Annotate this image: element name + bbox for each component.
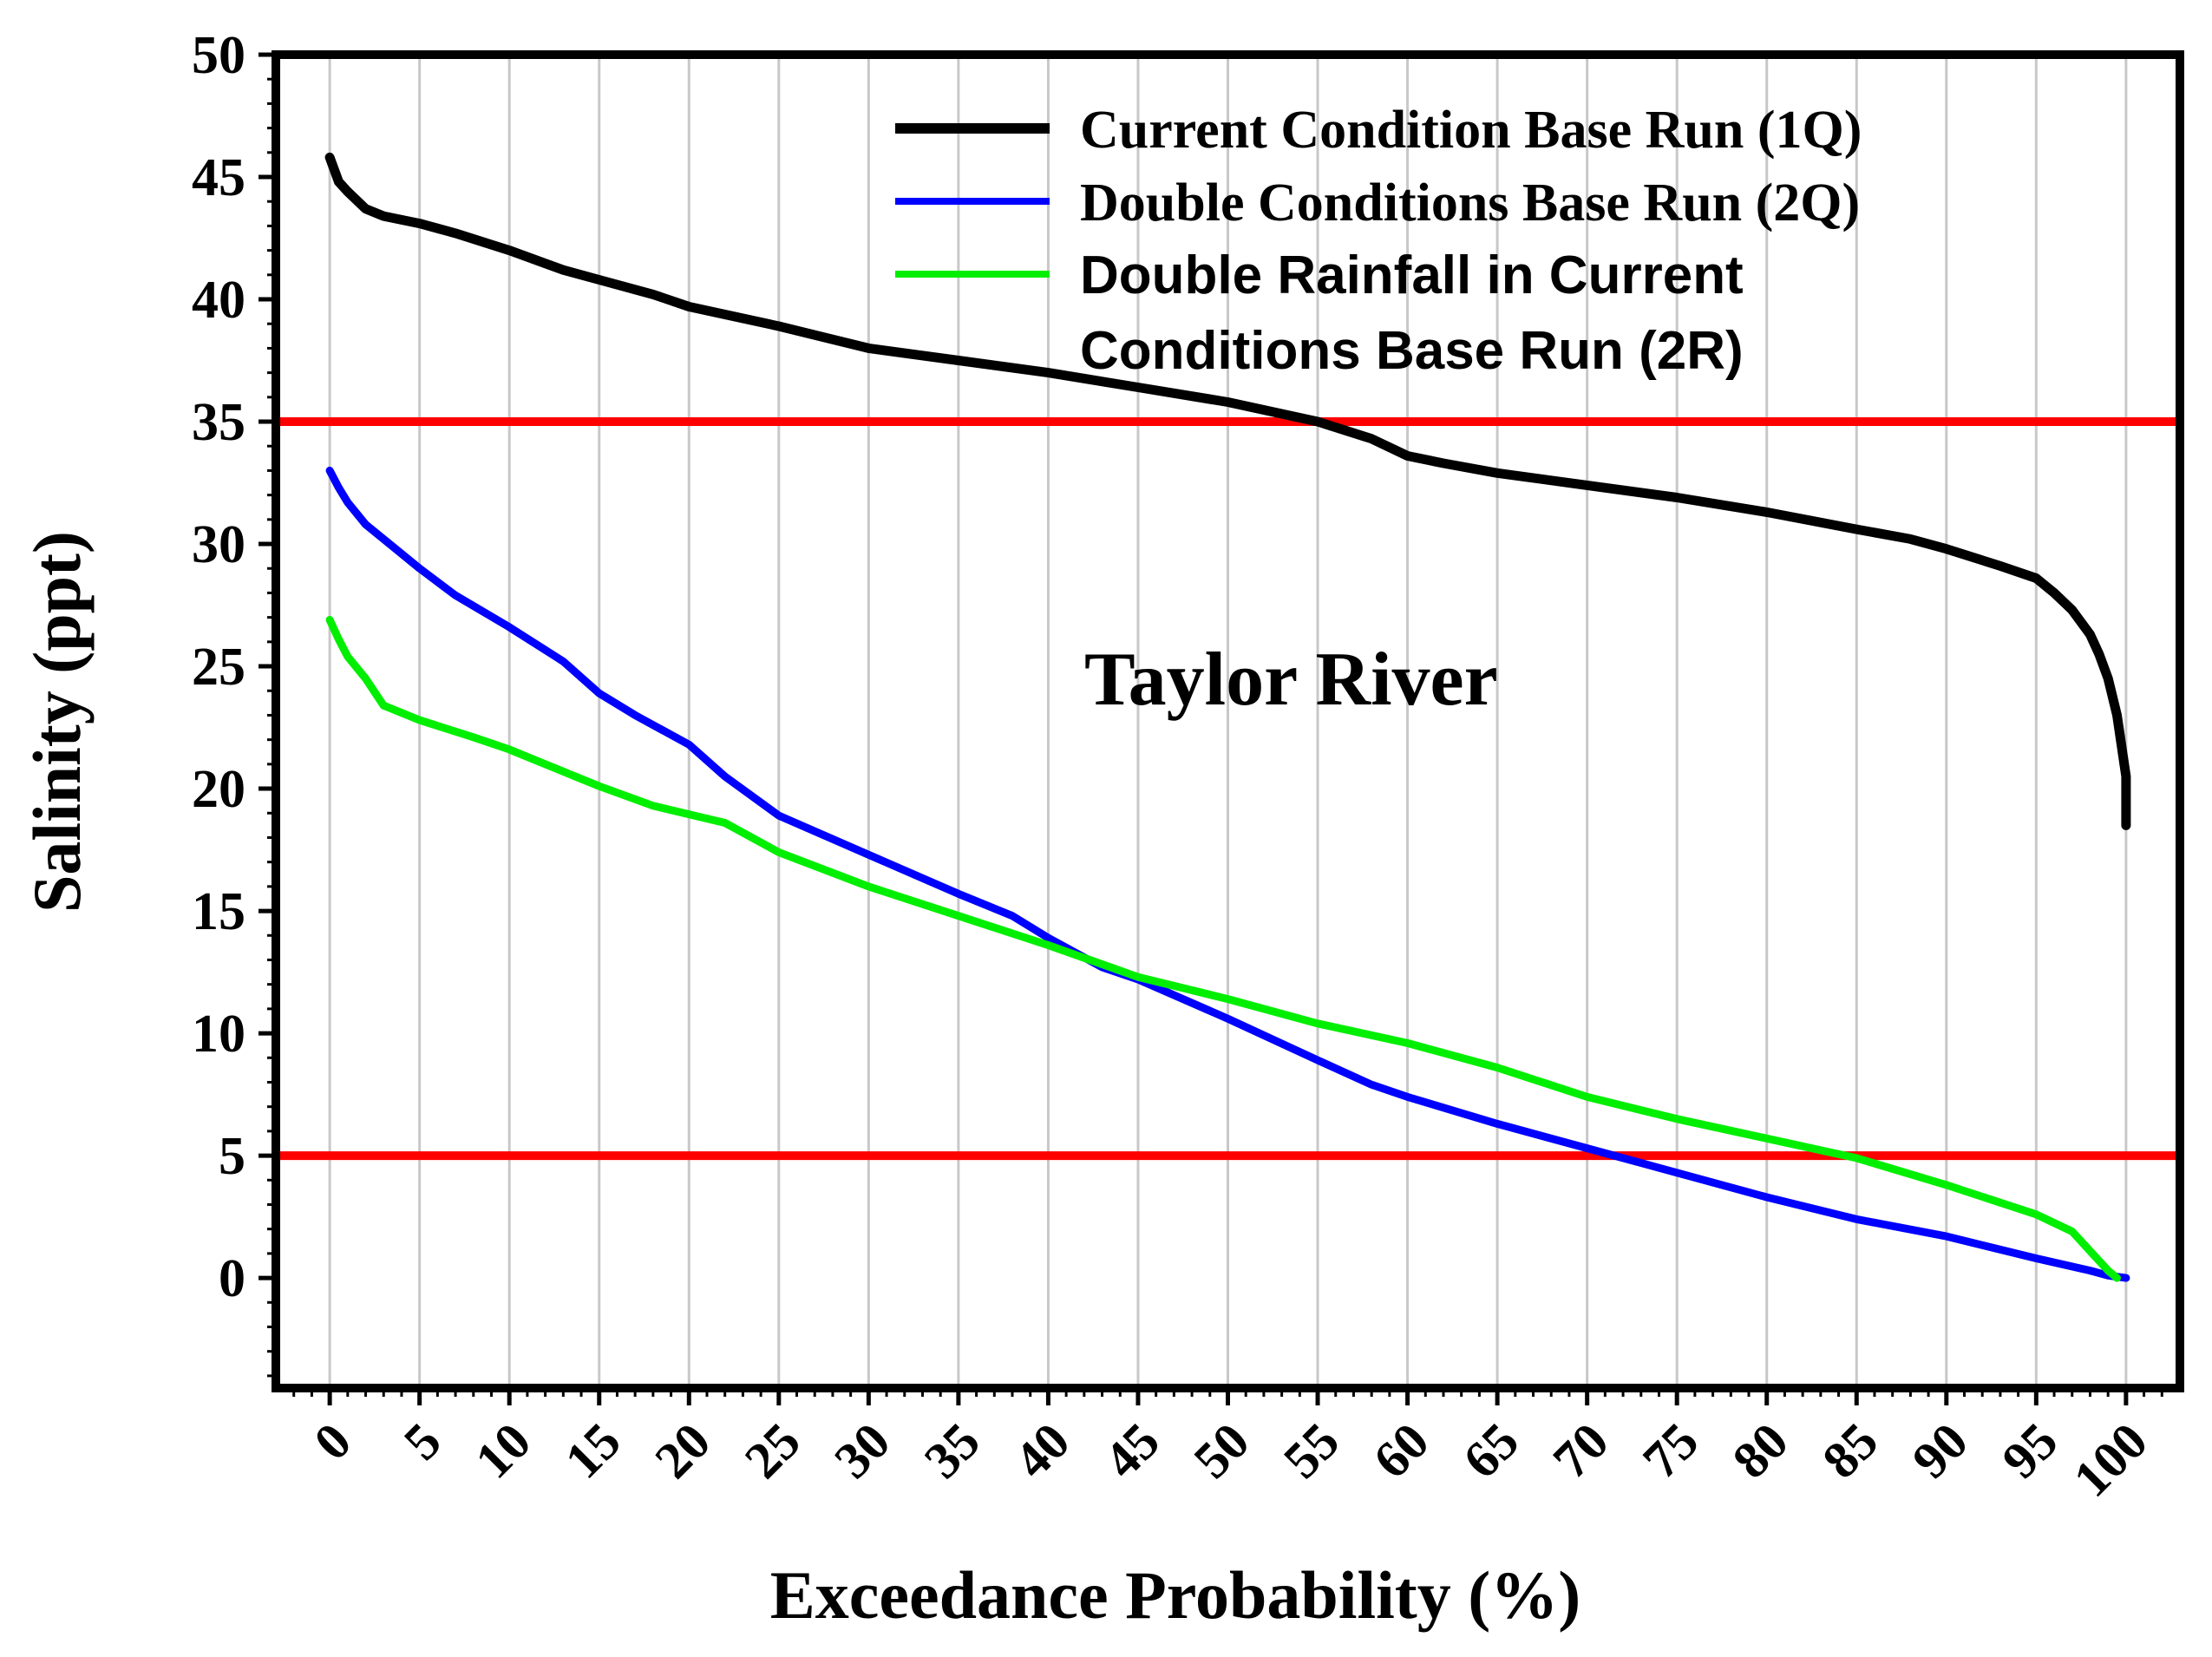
legend-label-1q: Current Condition Base Run (1Q) — [1080, 101, 1862, 160]
y-tick-label-15: 15 — [192, 882, 245, 941]
y-tick-label-25: 25 — [192, 638, 245, 697]
y-tick-label-50: 50 — [192, 26, 245, 85]
y-tick-label-10: 10 — [192, 1005, 245, 1064]
y-axis-title: Salinity (ppt) — [19, 531, 95, 913]
y-tick-label-40: 40 — [192, 271, 245, 330]
legend-label-2r-line1: Double Rainfall in Current — [1080, 246, 1744, 305]
legend: Current Condition Base Run (1Q) Double C… — [895, 101, 1862, 381]
y-tick-label-35: 35 — [192, 393, 245, 452]
y-axis-ticks: 0 5 10 15 20 25 30 35 40 45 50 — [192, 26, 276, 1378]
reference-lines — [276, 417, 2180, 1161]
legend-label-2r-line2: Conditions Base Run (2R) — [1080, 321, 1744, 381]
series-line-2q — [325, 466, 2130, 1282]
series-line-1q — [324, 152, 2131, 830]
y-tick-label-5: 5 — [219, 1127, 245, 1186]
y-tick-label-45: 45 — [192, 148, 245, 207]
y-tick-label-30: 30 — [192, 515, 245, 574]
legend-label-2q: Double Conditions Base Run (2Q) — [1080, 174, 1860, 233]
series-line-2r — [325, 616, 2121, 1282]
series-lines — [324, 152, 2131, 1282]
y-tick-label-20: 20 — [192, 760, 245, 819]
y-tick-label-0: 0 — [219, 1249, 245, 1308]
x-axis-title: Exceedance Probability (%) — [770, 1557, 1580, 1633]
chart-annotation-label: Taylor River — [1084, 638, 1498, 722]
